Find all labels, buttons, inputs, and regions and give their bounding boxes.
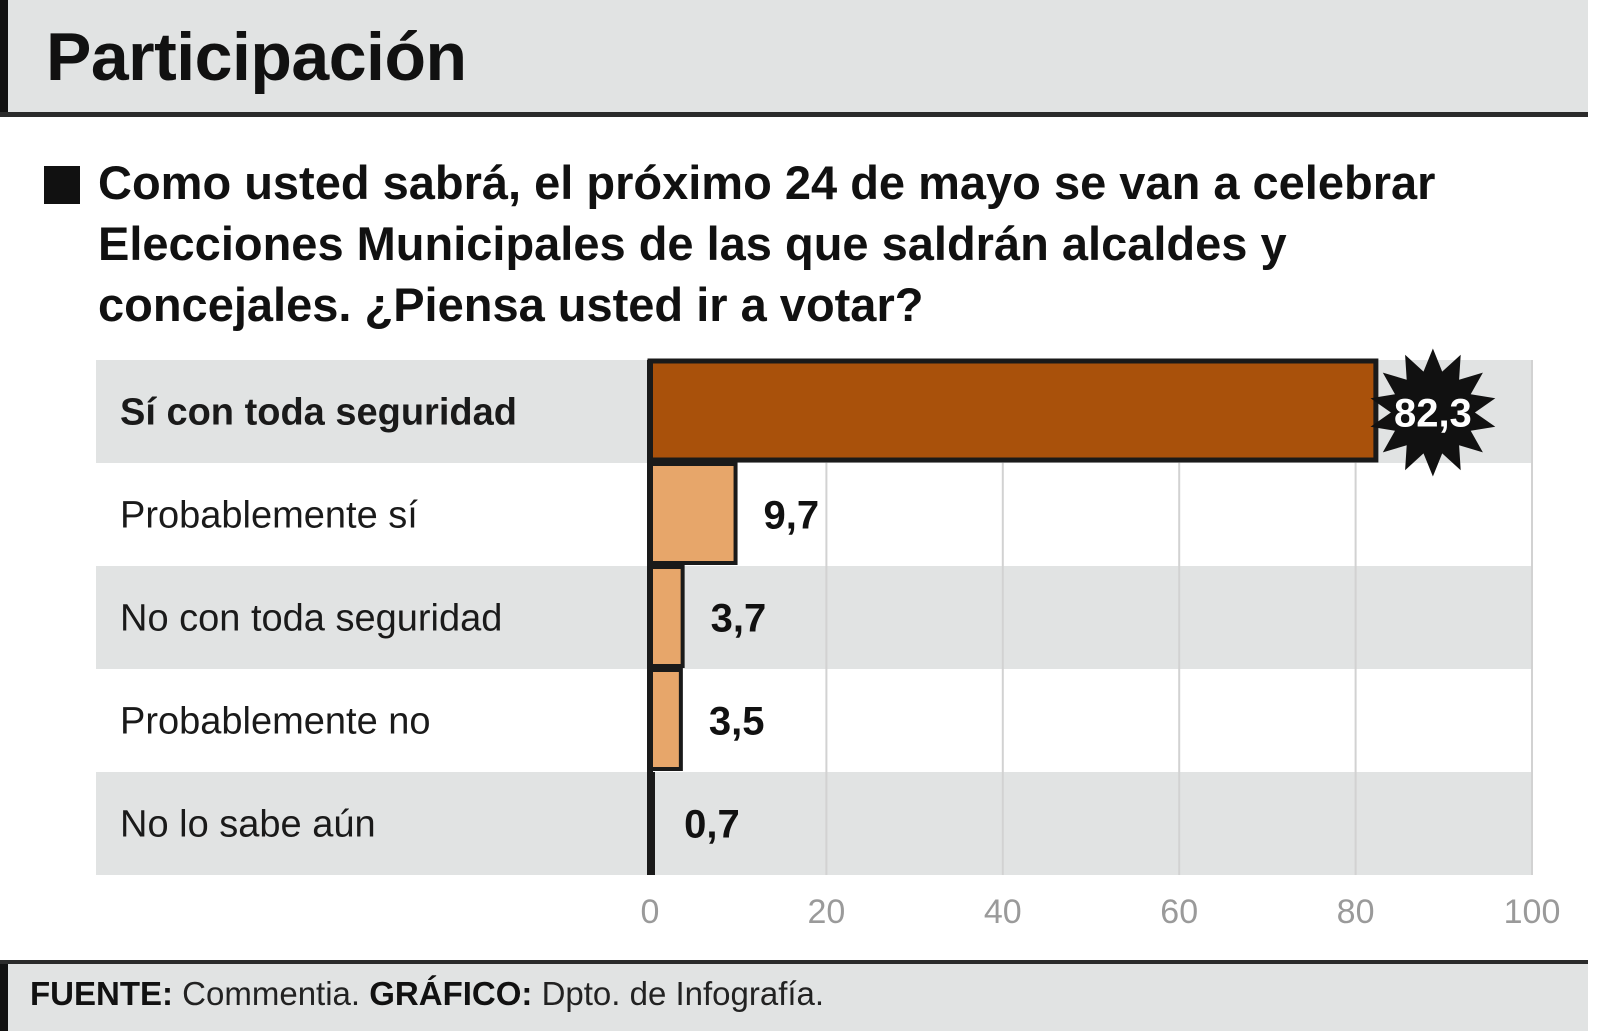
category-label: Sí con toda seguridad [120,392,517,434]
source-value: Commentia. [182,975,361,1012]
title-accent-bar [0,0,8,112]
value-label: 3,7 [711,597,767,641]
bar [647,358,1379,463]
graphic-label: GRÁFICO: [369,975,533,1012]
bar-chart: 0 20 40 60 80 100 Sí con toda seguridad Probabl… [96,348,1561,931]
question-bullet-square [44,166,80,204]
chart-row-background [96,463,1532,566]
chart-row-background [96,669,1532,772]
footer-band: FUENTE: Commentia. GRÁFICO: Dpto. de Inf… [0,960,1588,1031]
category-label: Probablemente no [120,701,431,743]
chart-row-background [96,566,1532,669]
value-label: 0,7 [684,803,740,847]
graphic-value: Dpto. de Infografía. [541,975,825,1012]
x-tick-label: 60 [1160,893,1198,931]
x-tick-label: 80 [1337,893,1375,931]
x-tick-label: 20 [807,893,845,931]
source-label: FUENTE: [30,975,173,1012]
value-label: 9,7 [764,494,820,538]
x-tick-label: 0 [641,893,660,931]
bar [648,668,683,771]
footer-accent-bar [0,964,8,1031]
page-title: Participación [46,19,467,95]
title-band: Participación [0,0,1588,117]
category-label: No lo sabe aún [120,804,376,846]
category-label: Probablemente sí [120,495,418,537]
category-label: No con toda seguridad [120,598,502,640]
source-credit: FUENTE: Commentia. GRÁFICO: Dpto. de Inf… [30,972,824,1016]
bar [648,462,738,565]
chart-row-background [96,772,1532,875]
x-tick-label: 40 [984,893,1022,931]
bar [648,565,685,668]
value-label: 82,3 [1394,392,1472,436]
value-starburst [1370,348,1496,477]
x-tick-label: 100 [1504,893,1561,931]
value-label: 3,5 [709,700,765,744]
survey-question: Como usted sabrá, el próximo 24 de mayo … [98,156,1436,331]
